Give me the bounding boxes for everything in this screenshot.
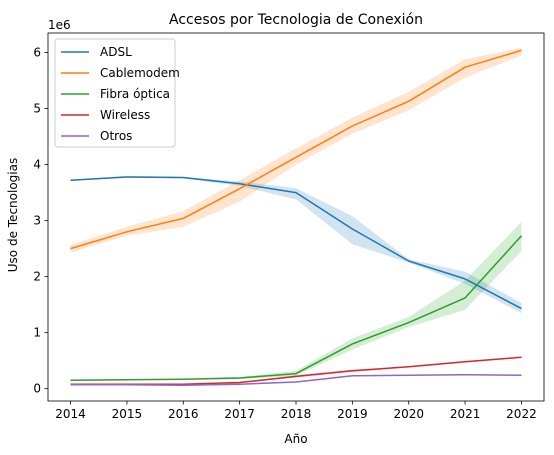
x-axis-ticks: 2014 2015 2016 2017 2018 2019 2020 2021 2022 <box>55 401 537 421</box>
x-tick-label: 2014 <box>55 407 86 421</box>
band-fibra-ptica <box>70 221 522 381</box>
legend-label-cablemodem: Cablemodem <box>100 66 180 80</box>
band-cablemodem <box>70 47 522 253</box>
y-tick-label: 6 <box>33 46 41 60</box>
x-tick-label: 2017 <box>224 407 255 421</box>
series-line-wireless <box>70 356 522 385</box>
legend-label-wireless: Wireless <box>100 108 150 122</box>
x-tick-label: 2015 <box>112 407 143 421</box>
x-axis-label: Año <box>284 432 307 446</box>
legend-box <box>54 38 176 148</box>
y-axis-offset-label: 1e6 <box>48 18 71 32</box>
y-tick-label: 2 <box>33 270 41 284</box>
series-line-cablemodem <box>70 49 522 250</box>
y-tick-label: 5 <box>33 102 41 116</box>
y-tick-label: 4 <box>33 158 41 172</box>
x-tick-label: 2021 <box>450 407 481 421</box>
chart-title: Accesos por Tecnologia de Conexión <box>169 12 423 28</box>
series-lines <box>70 49 523 387</box>
legend-label-fibra-ptica: Fibra óptica <box>100 87 170 101</box>
plot-frame <box>47 32 545 402</box>
y-tick-label: 0 <box>33 382 41 396</box>
series-line-adsl <box>70 176 522 310</box>
x-tick-label: 2019 <box>337 407 368 421</box>
legend-label-adsl: ADSL <box>100 45 132 59</box>
y-axis-ticks: 0 1 2 3 4 5 6 <box>33 46 48 396</box>
legend-label-otros: Otros <box>100 129 132 143</box>
x-tick-label: 2020 <box>393 407 424 421</box>
x-tick-label: 2016 <box>168 407 199 421</box>
y-axis-label: Uso de Tecnologias <box>6 158 20 272</box>
x-tick-label: 2018 <box>281 407 312 421</box>
x-tick-label: 2022 <box>506 407 537 421</box>
legend: ADSL Cablemodem Fibra óptica Wireless Otros <box>54 38 180 148</box>
y-tick-label: 3 <box>33 214 41 228</box>
y-tick-label: 1 <box>33 326 41 340</box>
series-line-fibra-ptica <box>70 235 523 382</box>
series-line-otros <box>70 373 522 387</box>
